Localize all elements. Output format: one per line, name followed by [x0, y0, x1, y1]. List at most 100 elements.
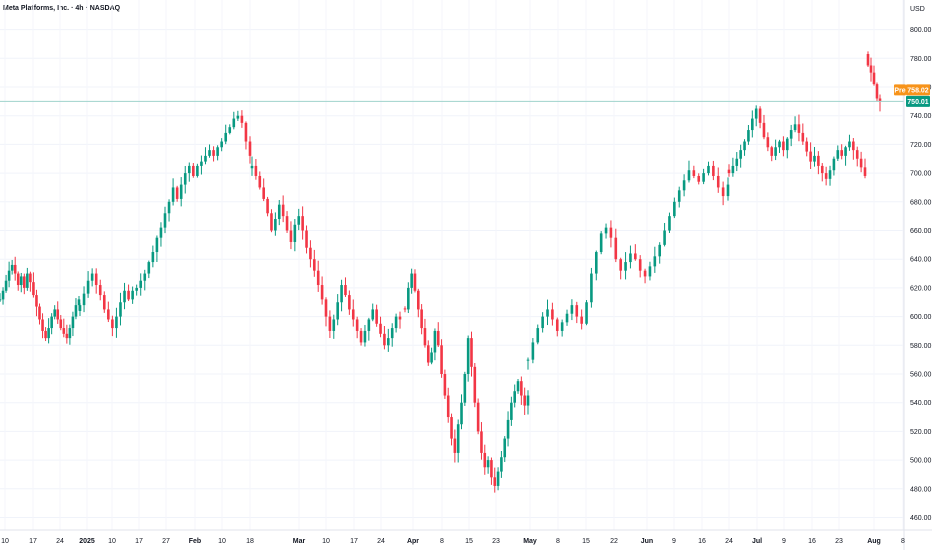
- candle[interactable]: [510, 396, 513, 426]
- candle[interactable]: [536, 324, 540, 345]
- candle[interactable]: [878, 94, 882, 112]
- candle[interactable]: [398, 311, 402, 329]
- candle[interactable]: [500, 451, 503, 478]
- candle[interactable]: [490, 457, 493, 485]
- candle[interactable]: [754, 105, 758, 127]
- x-axis[interactable]: 10 17 24 2025 10 17 27 Feb 10 18 Mar 10 17 24 Apr 8 15 23…: [0, 529, 932, 545]
- candle[interactable]: [743, 139, 746, 156]
- candle[interactable]: [313, 249, 316, 277]
- candle[interactable]: [367, 317, 371, 341]
- candle[interactable]: [836, 145, 840, 161]
- candle[interactable]: [196, 163, 199, 178]
- candle[interactable]: [74, 298, 78, 320]
- candle[interactable]: [624, 252, 627, 280]
- candle[interactable]: [394, 313, 398, 333]
- candle[interactable]: [436, 322, 440, 347]
- candle[interactable]: [570, 299, 574, 321]
- candle[interactable]: [56, 301, 60, 324]
- candle[interactable]: [758, 106, 762, 129]
- candle[interactable]: [774, 139, 777, 161]
- candle[interactable]: [179, 177, 183, 207]
- candle[interactable]: [416, 288, 420, 318]
- candle[interactable]: [793, 116, 797, 133]
- candle[interactable]: [155, 235, 159, 262]
- candle[interactable]: [98, 279, 102, 301]
- candle[interactable]: [143, 269, 147, 291]
- candle[interactable]: [50, 313, 53, 335]
- candle[interactable]: [200, 155, 203, 175]
- candle[interactable]: [762, 114, 766, 140]
- candle[interactable]: [13, 256, 17, 281]
- candle[interactable]: [270, 209, 273, 233]
- candle[interactable]: [470, 331, 473, 377]
- candle[interactable]: [747, 125, 750, 145]
- candle[interactable]: [546, 299, 549, 326]
- candle[interactable]: [682, 174, 686, 197]
- candle[interactable]: [801, 123, 805, 145]
- candle[interactable]: [216, 145, 219, 161]
- candle[interactable]: [244, 121, 248, 150]
- candle[interactable]: [38, 303, 41, 325]
- candle[interactable]: [7, 261, 11, 288]
- candle[interactable]: [224, 124, 228, 145]
- candle[interactable]: [175, 185, 179, 202]
- candle[interactable]: [35, 289, 38, 317]
- candle[interactable]: [53, 305, 56, 320]
- candle[interactable]: [115, 307, 118, 338]
- candle[interactable]: [351, 299, 355, 327]
- candle[interactable]: [516, 378, 520, 394]
- currency-label[interactable]: USD: [910, 6, 925, 13]
- candle[interactable]: [375, 304, 378, 327]
- candle[interactable]: [541, 312, 544, 333]
- candle[interactable]: [648, 261, 652, 281]
- candle[interactable]: [383, 326, 386, 350]
- candle[interactable]: [692, 165, 696, 179]
- candle[interactable]: [450, 413, 453, 446]
- candle[interactable]: [208, 144, 211, 158]
- candle[interactable]: [629, 245, 632, 269]
- candle[interactable]: [4, 274, 8, 293]
- candle[interactable]: [274, 212, 277, 236]
- candle[interactable]: [359, 328, 363, 346]
- candle[interactable]: [526, 390, 530, 415]
- candle[interactable]: [135, 284, 138, 296]
- candle[interactable]: [520, 376, 523, 405]
- candle[interactable]: [739, 144, 742, 168]
- candle[interactable]: [778, 139, 781, 153]
- candle[interactable]: [766, 132, 770, 152]
- candle[interactable]: [316, 260, 320, 292]
- candle[interactable]: [127, 284, 130, 302]
- candle[interactable]: [348, 290, 351, 315]
- candle[interactable]: [171, 178, 175, 206]
- candle[interactable]: [653, 246, 657, 273]
- candle[interactable]: [420, 304, 423, 335]
- candle[interactable]: [466, 335, 470, 382]
- candle[interactable]: [716, 167, 720, 193]
- candle[interactable]: [236, 110, 240, 121]
- candle[interactable]: [817, 151, 820, 175]
- candle[interactable]: [29, 271, 32, 292]
- candle[interactable]: [673, 197, 676, 219]
- candle[interactable]: [59, 315, 63, 331]
- candle[interactable]: [687, 160, 691, 183]
- candle[interactable]: [707, 161, 710, 176]
- candle[interactable]: [16, 271, 20, 291]
- candle[interactable]: [619, 257, 622, 280]
- candle[interactable]: [643, 268, 647, 284]
- candle[interactable]: [220, 138, 223, 152]
- candle[interactable]: [94, 268, 98, 294]
- candle[interactable]: [71, 311, 75, 337]
- candle[interactable]: [281, 195, 285, 223]
- candle[interactable]: [446, 387, 450, 423]
- candle[interactable]: [585, 300, 588, 326]
- candle[interactable]: [483, 444, 487, 475]
- candle[interactable]: [785, 137, 789, 159]
- candle[interactable]: [119, 292, 122, 326]
- candle[interactable]: [240, 110, 244, 128]
- candle[interactable]: [192, 163, 195, 178]
- candle[interactable]: [663, 222, 666, 247]
- candle[interactable]: [869, 57, 873, 82]
- candle[interactable]: [151, 245, 155, 268]
- candle[interactable]: [463, 371, 467, 406]
- candle[interactable]: [320, 276, 324, 305]
